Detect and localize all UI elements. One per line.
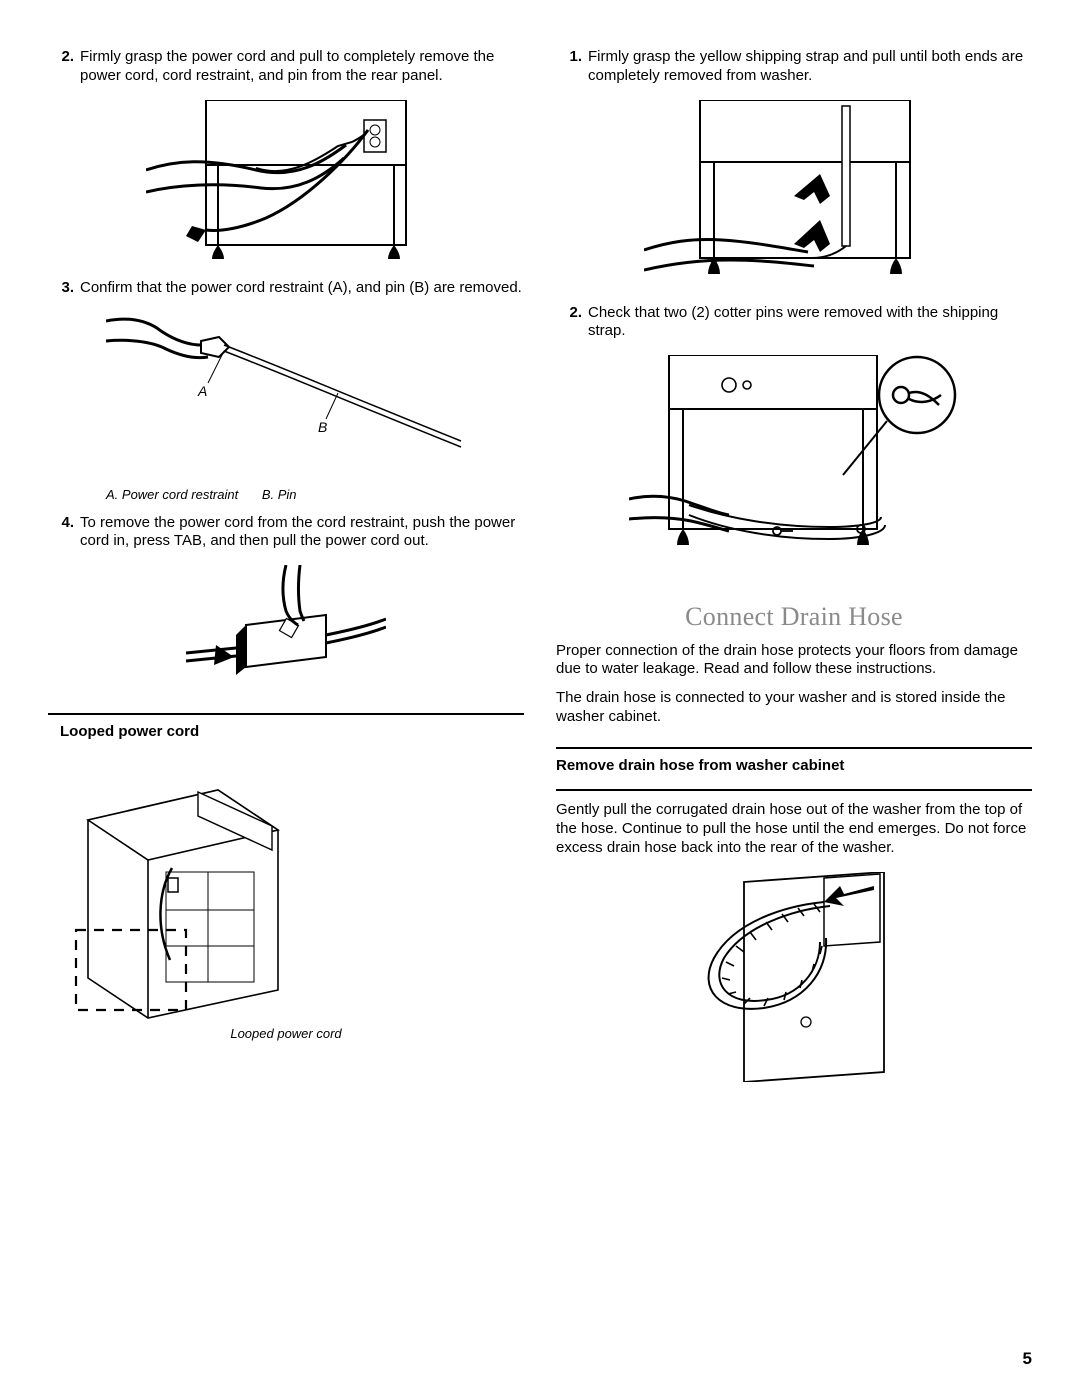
looped-caption: Looped power cord bbox=[48, 1026, 524, 1042]
step-r1: 1. Firmly grasp the yellow shipping stra… bbox=[556, 48, 1032, 86]
diagram-cotter-pins bbox=[629, 355, 959, 565]
label-b: B bbox=[318, 419, 327, 437]
caption-b: B. Pin bbox=[262, 487, 297, 502]
figure-caption-ab: A. Power cord restraint B. Pin bbox=[106, 487, 524, 503]
caption-a: A. Power cord restraint bbox=[106, 487, 238, 502]
step-r2: 2. Check that two (2) cotter pins were r… bbox=[556, 304, 1032, 342]
step-text: Firmly grasp the yellow shipping strap a… bbox=[588, 48, 1032, 86]
step-number: 3. bbox=[48, 279, 80, 298]
step-text: Check that two (2) cotter pins were remo… bbox=[588, 304, 1032, 342]
step-text: Firmly grasp the power cord and pull to … bbox=[80, 48, 524, 86]
figure-shipping-strap bbox=[556, 100, 1032, 290]
diagram-press-tab bbox=[186, 565, 386, 685]
step-number: 2. bbox=[48, 48, 80, 67]
intro-paragraph-1: Proper connection of the drain hose prot… bbox=[556, 642, 1032, 680]
manual-page: 2. Firmly grasp the power cord and pull … bbox=[0, 0, 1080, 1397]
rule bbox=[48, 713, 524, 715]
figure-press-tab bbox=[48, 565, 524, 685]
diagram-restraint-pin bbox=[106, 311, 466, 451]
intro-paragraph-2: The drain hose is connected to your wash… bbox=[556, 689, 1032, 727]
step-3: 3. Confirm that the power cord restraint… bbox=[48, 279, 524, 298]
diagram-looped-cord bbox=[48, 760, 308, 1020]
page-number: 5 bbox=[1023, 1348, 1032, 1369]
step-number: 2. bbox=[556, 304, 588, 323]
figure-cord-pull bbox=[48, 100, 524, 265]
step-number: 4. bbox=[48, 514, 80, 533]
figure-restraint-pin: A B bbox=[48, 311, 524, 471]
step-text: Confirm that the power cord restraint (A… bbox=[80, 279, 524, 298]
remove-heading: Remove drain hose from washer cabinet bbox=[556, 757, 1032, 776]
looped-heading: Looped power cord bbox=[60, 723, 524, 742]
diagram-shipping-strap bbox=[644, 100, 944, 290]
step-number: 1. bbox=[556, 48, 588, 67]
diagram-drain-hose bbox=[674, 872, 914, 1082]
left-column: 2. Firmly grasp the power cord and pull … bbox=[48, 48, 524, 1357]
figure-looped-cord: Looped power cord bbox=[48, 760, 524, 1042]
remove-text: Gently pull the corrugated drain hose ou… bbox=[556, 801, 1032, 857]
rule bbox=[556, 747, 1032, 749]
section-title: Connect Drain Hose bbox=[556, 601, 1032, 634]
step-2: 2. Firmly grasp the power cord and pull … bbox=[48, 48, 524, 86]
right-column: 1. Firmly grasp the yellow shipping stra… bbox=[556, 48, 1032, 1357]
figure-drain-hose bbox=[556, 872, 1032, 1082]
rule bbox=[556, 789, 1032, 791]
figure-cotter-pins bbox=[556, 355, 1032, 565]
step-4: 4. To remove the power cord from the cor… bbox=[48, 514, 524, 552]
step-text: To remove the power cord from the cord r… bbox=[80, 514, 524, 552]
label-a: A bbox=[198, 383, 207, 401]
diagram-cord-pull bbox=[146, 100, 426, 265]
